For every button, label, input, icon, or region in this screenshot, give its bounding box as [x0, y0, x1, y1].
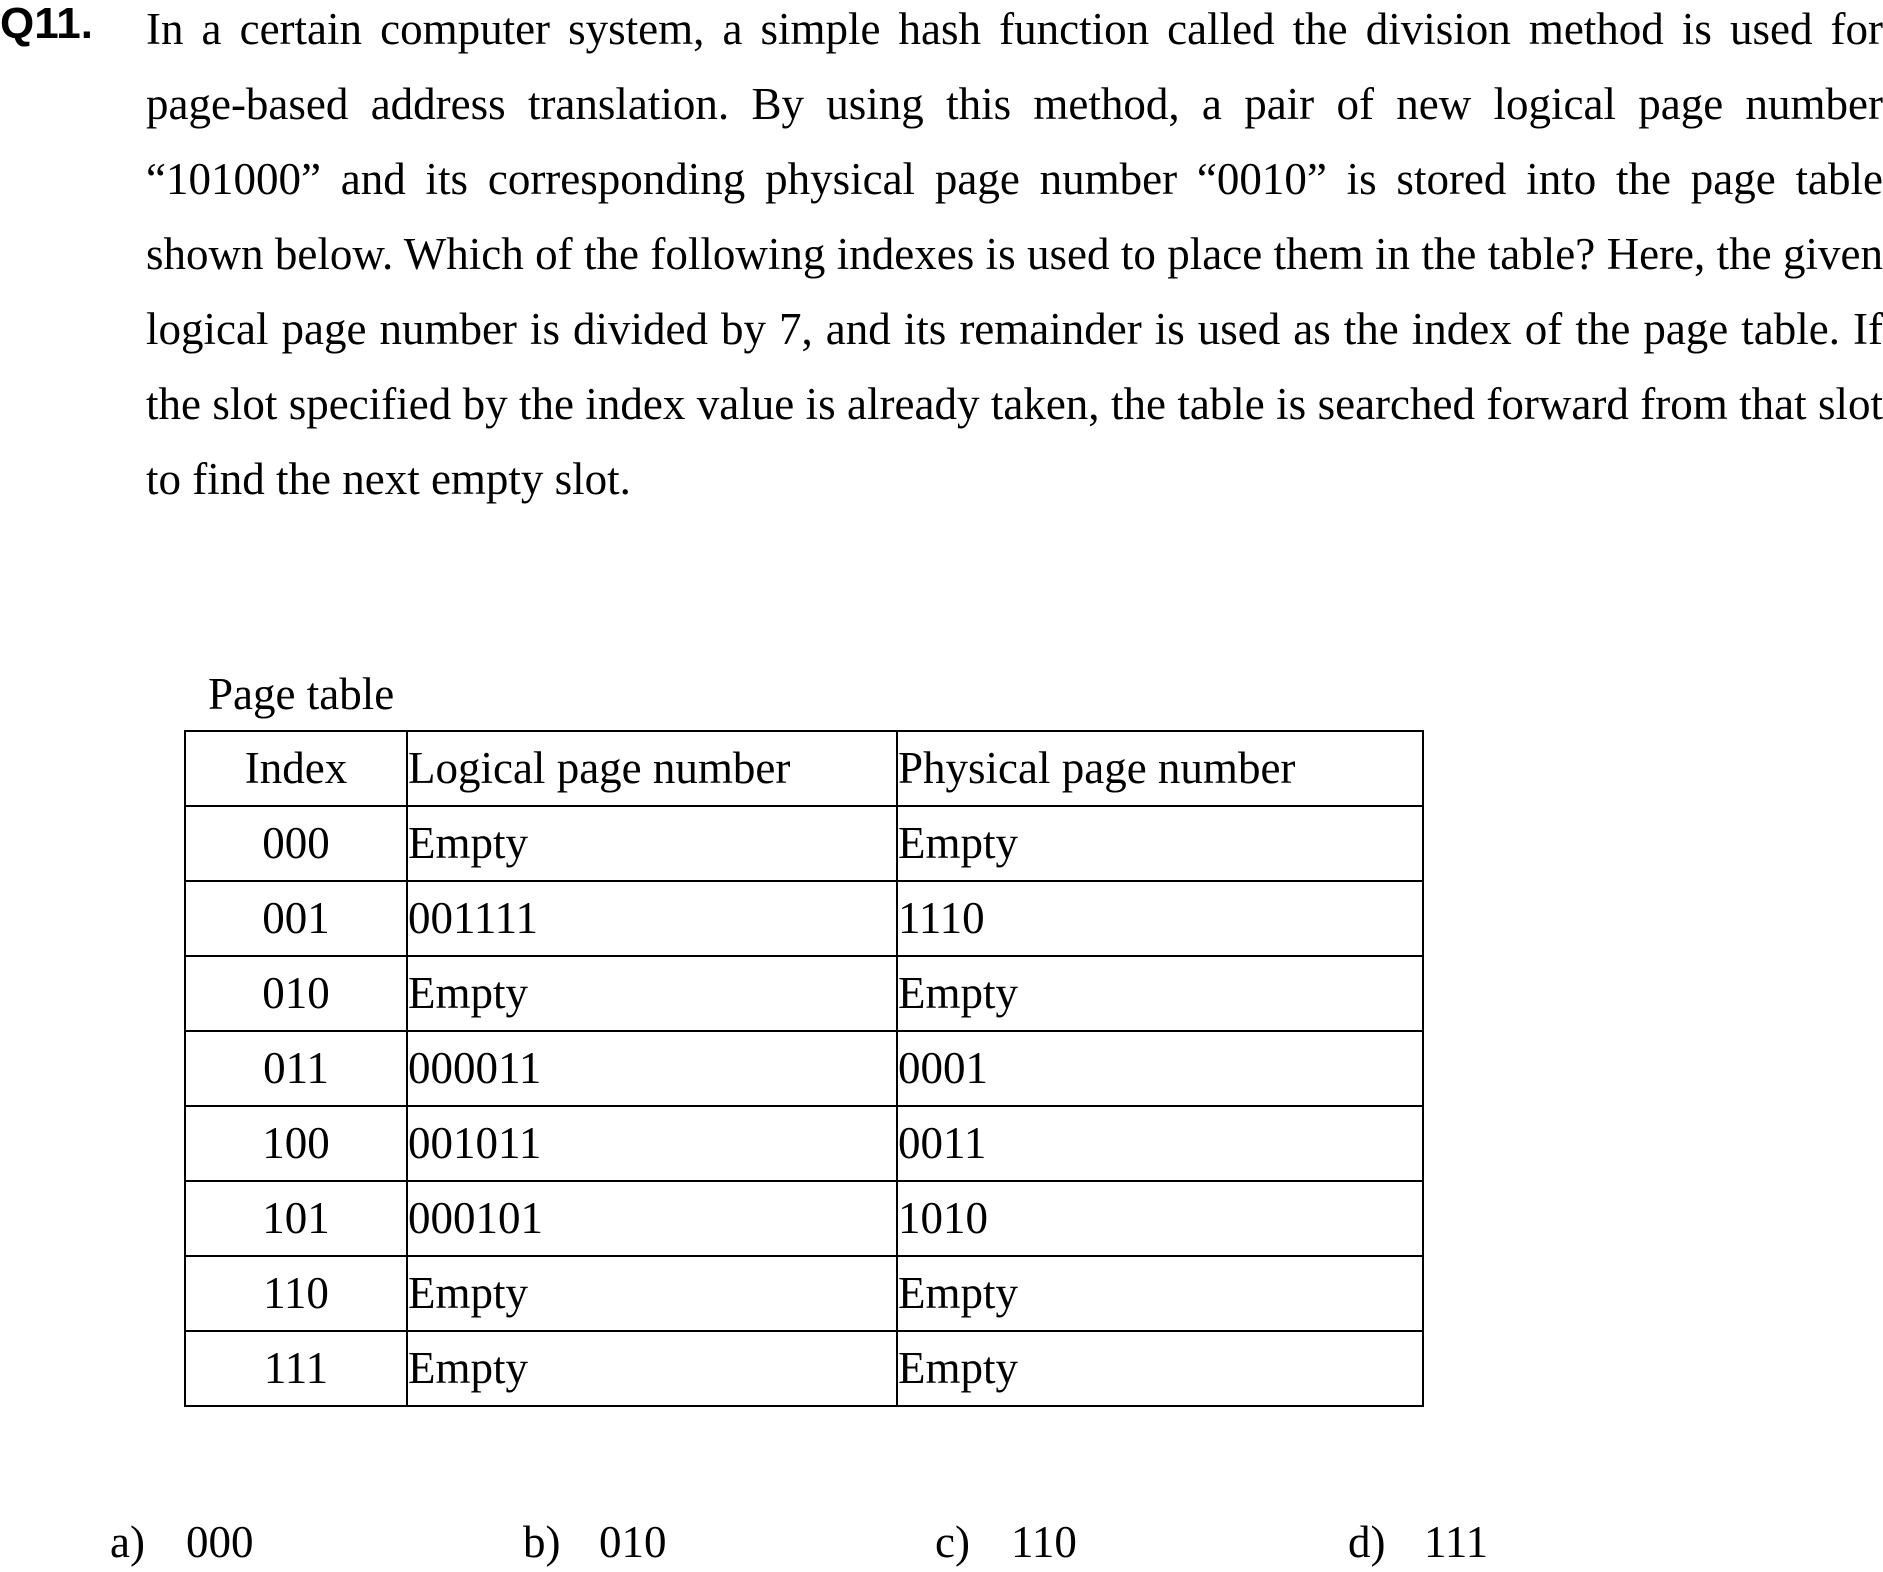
- answer-option-b: b) 010: [523, 1512, 667, 1572]
- header-physical-page-number: Physical page number: [896, 730, 1424, 807]
- cell-index: 001: [184, 880, 408, 957]
- table-row: 000 Empty Empty: [184, 805, 1424, 882]
- option-value: 010: [599, 1517, 667, 1567]
- cell-index: 111: [184, 1330, 408, 1407]
- option-letter: d): [1348, 1517, 1386, 1567]
- cell-index: 000: [184, 805, 408, 882]
- question-text: In a certain computer system, a simple h…: [146, 4, 1883, 504]
- cell-logical-page-number: Empty: [406, 1330, 898, 1407]
- table-row: 110 Empty Empty: [184, 1255, 1424, 1332]
- cell-logical-page-number: 001011: [406, 1105, 898, 1182]
- table-header-row: Index Logical page number Physical page …: [184, 730, 1424, 807]
- cell-physical-page-number: Empty: [896, 805, 1424, 882]
- cell-index: 010: [184, 955, 408, 1032]
- cell-logical-page-number: 000011: [406, 1030, 898, 1107]
- header-logical-page-number: Logical page number: [406, 730, 898, 807]
- cell-physical-page-number: 1010: [896, 1180, 1424, 1257]
- header-index: Index: [184, 730, 408, 807]
- cell-physical-page-number: 0001: [896, 1030, 1424, 1107]
- option-letter: c): [935, 1517, 970, 1567]
- cell-logical-page-number: 001111: [406, 880, 898, 957]
- answer-option-c: c) 110: [935, 1512, 1077, 1572]
- cell-index: 100: [184, 1105, 408, 1182]
- table-row: 111 Empty Empty: [184, 1330, 1424, 1407]
- page-table: Index Logical page number Physical page …: [184, 730, 1424, 1407]
- answer-option-a: a) 000: [110, 1512, 254, 1572]
- cell-physical-page-number: Empty: [896, 1330, 1424, 1407]
- cell-logical-page-number: Empty: [406, 805, 898, 882]
- cell-index: 101: [184, 1180, 408, 1257]
- cell-physical-page-number: 0011: [896, 1105, 1424, 1182]
- cell-logical-page-number: Empty: [406, 955, 898, 1032]
- option-value: 110: [1011, 1517, 1077, 1567]
- table-row: 010 Empty Empty: [184, 955, 1424, 1032]
- question-number: Q11.: [0, 0, 93, 48]
- table-row: 001 001111 1110: [184, 880, 1424, 957]
- table-caption: Page table: [208, 669, 395, 719]
- option-letter: b): [523, 1517, 561, 1567]
- option-value: 111: [1424, 1517, 1489, 1567]
- answer-option-d: d) 111: [1348, 1512, 1488, 1572]
- table-row: 100 001011 0011: [184, 1105, 1424, 1182]
- cell-physical-page-number: 1110: [896, 880, 1424, 957]
- cell-logical-page-number: 000101: [406, 1180, 898, 1257]
- table-row: 011 000011 0001: [184, 1030, 1424, 1107]
- cell-index: 110: [184, 1255, 408, 1332]
- table-row: 101 000101 1010: [184, 1180, 1424, 1257]
- option-letter: a): [110, 1517, 145, 1567]
- cell-logical-page-number: Empty: [406, 1255, 898, 1332]
- option-value: 000: [186, 1517, 254, 1567]
- cell-index: 011: [184, 1030, 408, 1107]
- cell-physical-page-number: Empty: [896, 1255, 1424, 1332]
- cell-physical-page-number: Empty: [896, 955, 1424, 1032]
